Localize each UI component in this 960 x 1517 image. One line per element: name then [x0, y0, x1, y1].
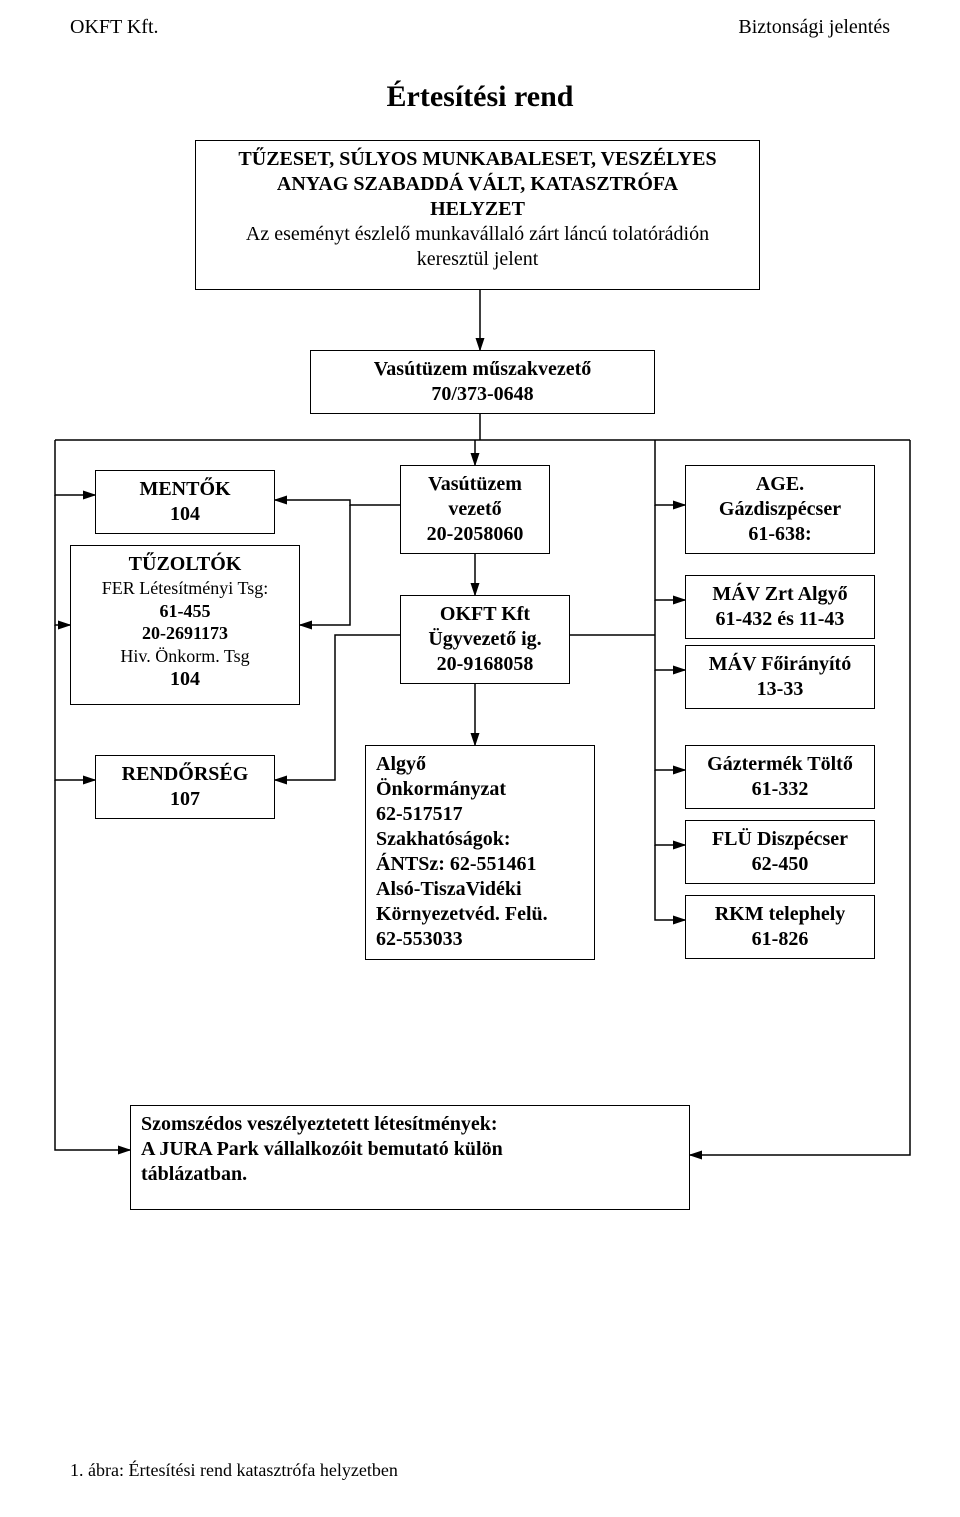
age-line2: Gázdiszpécser — [696, 497, 864, 522]
rkm-line2: 61-826 — [696, 927, 864, 952]
trigger-line4: Az eseményt észlelő munkavállaló zárt lá… — [206, 222, 749, 247]
node-age: AGE. Gázdiszpécser 61-638: — [685, 465, 875, 554]
mentok-line1: MENTŐK — [106, 477, 264, 502]
rkm-line1: RKM telephely — [696, 902, 864, 927]
age-line3: 61-638: — [696, 522, 864, 547]
diagram-title: Értesítési rend — [0, 80, 960, 114]
tuzoltok-line1: TŰZOLTÓK — [81, 552, 289, 577]
node-shift: Vasútüzem műszakvezető 70/373-0648 — [310, 350, 655, 414]
node-gaztermek: Gáztermék Töltő 61-332 — [685, 745, 875, 809]
node-rkm: RKM telephely 61-826 — [685, 895, 875, 959]
node-flu: FLÜ Diszpécser 62-450 — [685, 820, 875, 884]
page-header-right: Biztonsági jelentés — [738, 16, 890, 39]
algyo-line2: Önkormányzat — [376, 777, 584, 802]
flu-line1: FLÜ Diszpécser — [696, 827, 864, 852]
figure-caption: 1. ábra: Értesítési rend katasztrófa hel… — [70, 1460, 398, 1481]
algyo-line8: 62-553033 — [376, 927, 584, 952]
tuzoltok-line5: Hiv. Önkorm. Tsg — [81, 645, 289, 668]
algyo-line7: Környezetvéd. Felü. — [376, 902, 584, 927]
vu-line3: 20-2058060 — [411, 522, 539, 547]
okft-line3: 20-9168058 — [411, 652, 559, 677]
trigger-line5: keresztül jelent — [206, 247, 749, 272]
algyo-line5: ÁNTSz: 62-551461 — [376, 852, 584, 877]
gaztermek-line1: Gáztermék Töltő — [696, 752, 864, 777]
szomszed-line2: A JURA Park vállalkozóit bemutató külön — [141, 1137, 679, 1162]
mav-algyo-line2: 61-432 és 11-43 — [696, 607, 864, 632]
node-tuzoltok: TŰZOLTÓK FER Létesítményi Tsg: 61-455 20… — [70, 545, 300, 705]
trigger-line1: TŰZESET, SÚLYOS MUNKABALESET, VESZÉLYES — [206, 147, 749, 172]
gaztermek-line2: 61-332 — [696, 777, 864, 802]
mav-foir-line1: MÁV Főirányító — [696, 652, 864, 677]
algyo-line6: Alsó-TiszaVidéki — [376, 877, 584, 902]
tuzoltok-line6: 104 — [81, 667, 289, 692]
rendorseg-line2: 107 — [106, 787, 264, 812]
node-vasutuzem-vezeto: Vasútüzem vezető 20-2058060 — [400, 465, 550, 554]
algyo-line1: Algyő — [376, 752, 584, 777]
mentok-line2: 104 — [106, 502, 264, 527]
trigger-line3: HELYZET — [206, 197, 749, 222]
node-algyo: Algyő Önkormányzat 62-517517 Szakhatóság… — [365, 745, 595, 960]
node-trigger: TŰZESET, SÚLYOS MUNKABALESET, VESZÉLYES … — [195, 140, 760, 290]
mav-foir-line2: 13-33 — [696, 677, 864, 702]
shift-line1: Vasútüzem műszakvezető — [321, 357, 644, 382]
tuzoltok-line2: FER Létesítményi Tsg: — [81, 577, 289, 600]
node-okft-ugyvezeto: OKFT Kft Ügyvezető ig. 20-9168058 — [400, 595, 570, 684]
mav-algyo-line1: MÁV Zrt Algyő — [696, 582, 864, 607]
vu-line2: vezető — [411, 497, 539, 522]
page-header-left: OKFT Kft. — [70, 16, 159, 39]
node-mav-algyo: MÁV Zrt Algyő 61-432 és 11-43 — [685, 575, 875, 639]
okft-line1: OKFT Kft — [411, 602, 559, 627]
tuzoltok-line4: 20-2691173 — [81, 622, 289, 645]
vu-line1: Vasútüzem — [411, 472, 539, 497]
szomszed-line3: táblázatban. — [141, 1162, 679, 1187]
node-rendorseg: RENDŐRSÉG 107 — [95, 755, 275, 819]
algyo-line4: Szakhatóságok: — [376, 827, 584, 852]
okft-line2: Ügyvezető ig. — [411, 627, 559, 652]
node-szomszedos: Szomszédos veszélyeztetett létesítmények… — [130, 1105, 690, 1210]
node-mav-foiranyito: MÁV Főirányító 13-33 — [685, 645, 875, 709]
age-line1: AGE. — [696, 472, 864, 497]
algyo-line3: 62-517517 — [376, 802, 584, 827]
flu-line2: 62-450 — [696, 852, 864, 877]
rendorseg-line1: RENDŐRSÉG — [106, 762, 264, 787]
trigger-line2: ANYAG SZABADDÁ VÁLT, KATASZTRÓFA — [206, 172, 749, 197]
shift-line2: 70/373-0648 — [321, 382, 644, 407]
tuzoltok-line3: 61-455 — [81, 600, 289, 623]
szomszed-line1: Szomszédos veszélyeztetett létesítmények… — [141, 1112, 679, 1137]
node-mentok: MENTŐK 104 — [95, 470, 275, 534]
